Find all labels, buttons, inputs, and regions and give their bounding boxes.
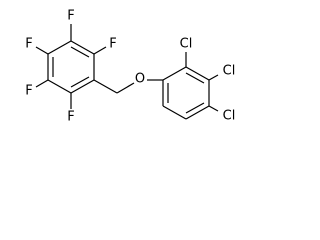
atom-label: O: [135, 72, 145, 87]
atom-label: F: [25, 37, 32, 52]
atom-label: Cl: [223, 109, 236, 124]
atom-label: F: [67, 110, 74, 125]
atom-label: Cl: [180, 37, 193, 52]
atom-label: F: [109, 37, 116, 52]
molecule: F F F F F O Cl Cl Cl: [25, 9, 236, 125]
atom-label: F: [25, 84, 32, 99]
bonds: [35, 24, 219, 120]
atom-label: F: [67, 9, 74, 24]
atom-label: Cl: [223, 64, 236, 79]
